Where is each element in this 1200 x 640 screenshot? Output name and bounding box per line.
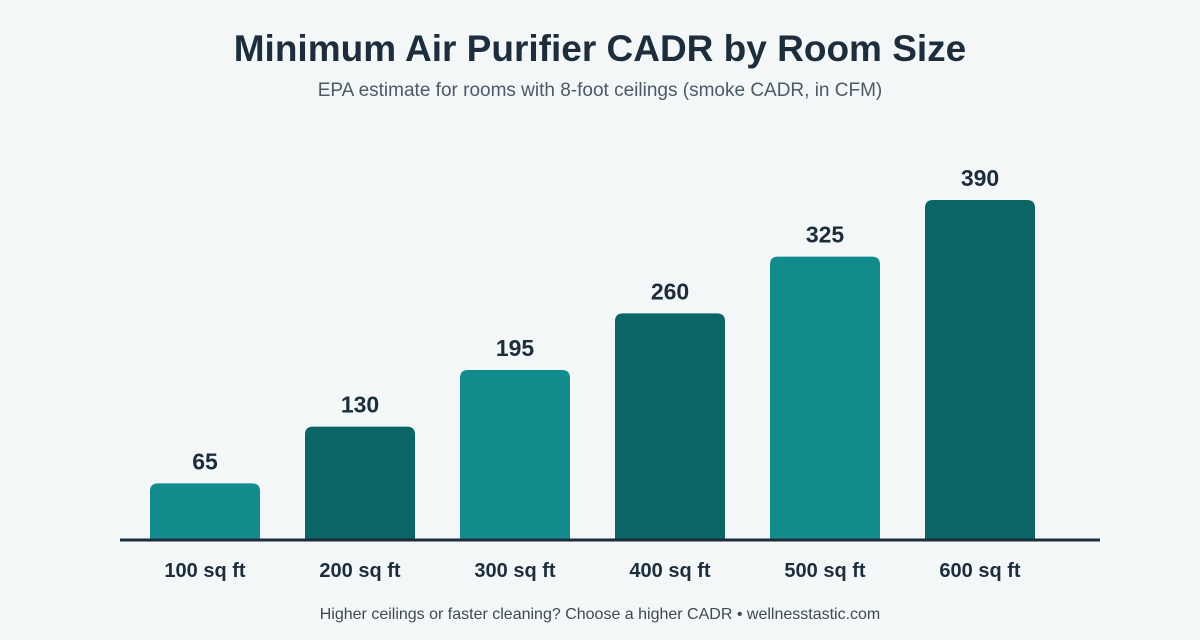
tick-labels-group: 100 sq ft 200 sq ft 300 sq ft 400 sq ft 500 … [164,560,1020,582]
bar-value-label: 260 [651,278,689,304]
x-tick-label: 500 sq ft [784,560,865,582]
x-tick-label: 300 sq ft [474,560,555,582]
chart-title: Minimum Air Purifier CADR by Room Size [233,28,967,69]
x-tick-label: 600 sq ft [939,560,1020,582]
bar-value-label: 65 [192,448,218,474]
x-tick-label: 400 sq ft [629,560,710,582]
bar-2 [305,426,415,540]
value-labels-group: 65 130 195 260 325 390 [192,165,999,474]
bars-group [150,200,1035,540]
bar-3 [460,370,570,540]
bar-value-label: 130 [341,392,379,418]
x-tick-label: 100 sq ft [164,560,245,582]
bar-4 [615,313,725,540]
bar-6 [925,200,1035,540]
chart-footer: Higher ceilings or faster cleaning? Choo… [319,606,881,623]
chart-subtitle: EPA estimate for rooms with 8-foot ceili… [317,80,883,101]
bar-value-label: 325 [806,222,845,248]
bar-1 [150,483,260,540]
bar-value-label: 195 [496,335,535,361]
bar-5 [770,256,880,540]
bar-value-label: 390 [961,165,999,191]
x-tick-label: 200 sq ft [319,560,400,582]
